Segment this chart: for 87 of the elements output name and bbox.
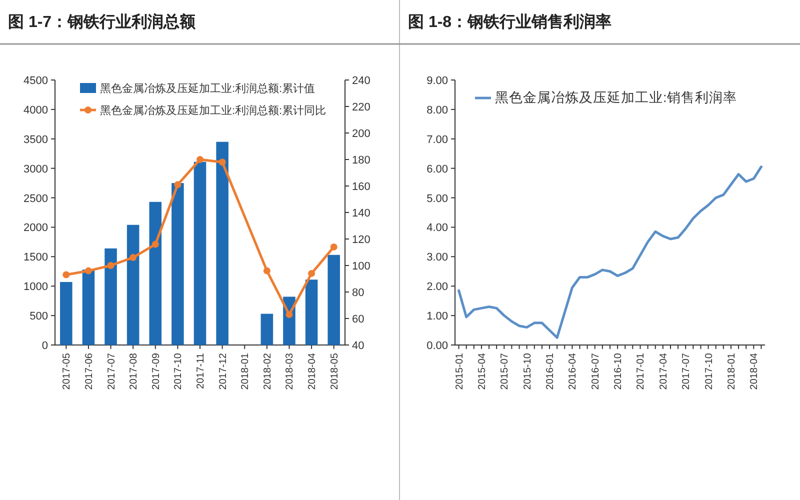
x-tick-label: 2015-04 (476, 352, 488, 390)
y2-tick-label: 160 (352, 181, 370, 193)
x-tick-label: 2016-04 (568, 352, 579, 390)
x-tick-label: 2017-05 (62, 352, 73, 390)
x-tick-label: 2018-04 (307, 352, 318, 390)
x-tick-label: 2015-10 (522, 352, 534, 390)
x-tick-label: 2015-01 (454, 352, 466, 390)
y-tick-label: 5.00 (426, 192, 448, 205)
chart-title: 图 1-8：钢铁行业销售利润率 (408, 12, 612, 31)
x-tick-label: 2017-08 (128, 352, 140, 390)
bar (260, 314, 274, 345)
y-tick-label: 4000 (24, 104, 48, 116)
legend-label: 黑色金属冶炼及压延加工业:销售利润率 (495, 90, 737, 105)
x-tick-label: 2017-10 (173, 352, 184, 390)
point (286, 311, 293, 318)
y2-tick-label: 80 (352, 287, 364, 299)
bar (60, 282, 72, 345)
point (62, 271, 70, 278)
point (174, 181, 182, 188)
y2-tick-label: 240 (352, 75, 370, 87)
x-tick-label: 2018-04 (749, 352, 760, 390)
bar (328, 254, 340, 345)
point (152, 240, 159, 248)
point (130, 254, 137, 262)
bar (82, 270, 95, 345)
x-tick-label: 2016-07 (590, 352, 602, 390)
legend-label: 黑色金属冶炼及压延加工业:利润总额:累计同比 (100, 104, 326, 117)
y2-tick-label: 60 (352, 314, 364, 326)
point (84, 267, 92, 274)
bar (149, 202, 162, 345)
x-tick-label: 2017-12 (218, 352, 229, 390)
point (196, 156, 204, 163)
bar (104, 248, 117, 345)
x-tick-label: 2017-07 (681, 352, 692, 390)
y-tick-label: 3.00 (426, 252, 448, 264)
bar (305, 280, 318, 345)
x-tick-label: 2015-07 (500, 352, 511, 390)
x-tick-label: 2016-10 (613, 352, 624, 390)
x-tick-label: 2017-01 (636, 352, 647, 390)
y2-tick-label: 40 (352, 340, 364, 352)
y-tick-label: 1.00 (426, 310, 448, 323)
x-tick-label: 2017-11 (196, 352, 206, 389)
x-tick-label: 2018-02 (262, 352, 274, 390)
point (263, 267, 270, 274)
y-tick-label: 2000 (24, 222, 48, 234)
x-tick-label: 2018-03 (284, 352, 296, 390)
y-tick-label: 4500 (24, 75, 48, 87)
point (218, 158, 226, 166)
y2-tick-label: 140 (352, 208, 370, 220)
y2-tick-label: 180 (352, 154, 370, 166)
x-tick-label: 2018-01 (726, 352, 738, 390)
y-tick-label: 9.00 (426, 75, 448, 87)
x-tick-label: 2017-09 (150, 352, 162, 390)
bar (194, 162, 206, 345)
y-tick-label: 1000 (24, 281, 48, 294)
y-tick-label: 8.00 (426, 104, 448, 116)
y-tick-label: 4.00 (426, 222, 448, 234)
y-tick-label: 0.00 (426, 340, 448, 352)
point (107, 262, 114, 269)
legend-label: 黑色金属冶炼及压延加工业:利润总额:累计值 (100, 82, 316, 95)
y-tick-label: 1500 (24, 252, 48, 264)
bar (172, 183, 184, 345)
y2-tick-label: 120 (352, 234, 370, 246)
x-tick-label: 2017-04 (658, 352, 670, 390)
point (308, 270, 316, 277)
chart-title: 图 1-7：钢铁行业利润总额 (8, 13, 197, 31)
y-tick-label: 500 (30, 310, 48, 323)
y-tick-label: 6.00 (426, 163, 448, 176)
x-tick-label: 2017-10 (704, 352, 715, 390)
y-tick-label: 0 (42, 340, 48, 352)
y-tick-label: 3000 (24, 163, 48, 176)
y2-tick-label: 220 (352, 102, 370, 114)
bar (126, 224, 140, 345)
x-tick-label: 2018-01 (240, 352, 252, 390)
y2-tick-label: 200 (352, 128, 370, 140)
y-tick-label: 7.00 (426, 134, 448, 146)
bar (216, 142, 228, 345)
line-series (458, 166, 762, 339)
y-tick-label: 2500 (24, 192, 48, 205)
y-tick-label: 2.00 (426, 281, 448, 294)
x-tick-label: 2016-01 (545, 352, 556, 390)
x-tick-label: 2017-07 (106, 352, 118, 390)
x-tick-label: 2018-05 (329, 352, 340, 390)
y-tick-label: 3500 (24, 134, 48, 146)
x-tick-label: 2017-06 (84, 352, 95, 390)
y2-tick-label: 100 (352, 260, 370, 272)
point (330, 243, 338, 250)
